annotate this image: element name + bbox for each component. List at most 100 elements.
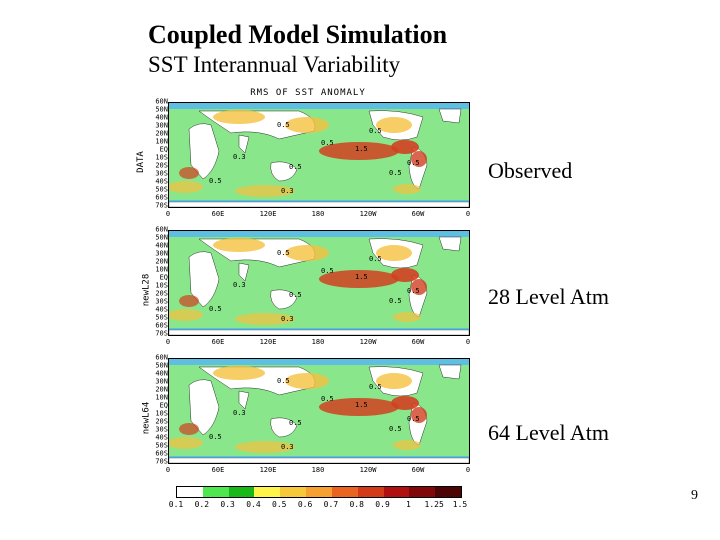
ytick: 40S [155,307,168,314]
svg-text:0.5: 0.5 [277,249,290,257]
svg-text:0.5: 0.5 [389,297,402,305]
colorbar-segment [254,487,280,497]
colorbar-label: 1 [406,500,411,509]
svg-text:0.5: 0.5 [209,305,222,313]
ytick: 60N [155,355,168,362]
xtick: 0 [166,210,170,218]
xtick: 60E [212,210,225,218]
colorbar-segment [409,487,435,497]
ytick: 70S [155,203,168,210]
svg-text:0.5: 0.5 [407,159,420,167]
xtick: 60E [212,466,225,474]
xtick: 120E [260,210,277,218]
svg-text:0.5: 0.5 [289,419,302,427]
ytick: 70S [155,459,168,466]
ytick: 20N [155,259,168,266]
colorbar-label: 0.8 [349,500,363,509]
ytick: 10N [155,395,168,402]
ytick: 10S [155,411,168,418]
main-title: Coupled Model Simulation [148,20,447,50]
xtick-labels: 060E120E180120W60W0 [168,338,468,348]
colorbar-segment [384,487,410,497]
ytick-labels: 60N50N40N30N20N10NEQ10S20S30S40S50S60S70… [150,358,168,462]
ytick: 50S [155,443,168,450]
label-64: 64 Level Atm [488,420,609,446]
svg-text:0.5: 0.5 [369,255,382,263]
colorbar-label: 0.7 [324,500,338,509]
ytick: EQ [160,275,168,282]
colorbar-label: 0.9 [375,500,389,509]
chart-title: RMS OF SST ANOMALY [148,88,468,98]
colorbar-segment [306,487,332,497]
svg-text:0.3: 0.3 [281,187,294,195]
panel-ylabel: DATA [136,151,146,173]
svg-text:0.5: 0.5 [321,139,334,147]
xtick: 120W [360,338,377,346]
xtick: 60W [412,210,425,218]
ytick: 40N [155,243,168,250]
svg-text:0.5: 0.5 [209,177,222,185]
xtick: 60W [412,338,425,346]
svg-text:0.5: 0.5 [289,291,302,299]
svg-text:0.5: 0.5 [389,169,402,177]
colorbar-label: 0.6 [298,500,312,509]
label-observed: Observed [488,158,572,184]
ytick: 60N [155,227,168,234]
ytick: 10N [155,267,168,274]
ytick: 50N [155,235,168,242]
xtick: 180 [312,466,325,474]
colorbar-segment [332,487,358,497]
xtick-labels: 060E120E180120W60W0 [168,210,468,220]
svg-text:0.5: 0.5 [369,127,382,135]
ytick: 60S [155,451,168,458]
colorbar-label: 0.1 [169,500,183,509]
xtick: 120E [260,338,277,346]
page-number: 9 [691,488,698,504]
svg-text:0.5: 0.5 [369,383,382,391]
panel-2: newL6460N50N40N30N20N10NEQ10S20S30S40S50… [148,358,468,478]
figure-area: RMS OF SST ANOMALY DATA60N50N40N30N20N10… [148,88,468,514]
ytick: 50S [155,315,168,322]
panel-1: newL2860N50N40N30N20N10NEQ10S20S30S40S50… [148,230,468,350]
ytick: 40S [155,435,168,442]
ytick: 60S [155,323,168,330]
ytick: 60S [155,195,168,202]
panel-0: DATA60N50N40N30N20N10NEQ10S20S30S40S50S6… [148,102,468,222]
colorbar-segment [280,487,306,497]
xtick: 0 [166,338,170,346]
label-28: 28 Level Atm [488,284,609,310]
ytick: 10S [155,155,168,162]
xtick: 120W [360,210,377,218]
svg-text:0.5: 0.5 [277,377,290,385]
colorbar-segment [203,487,229,497]
svg-text:1.5: 1.5 [355,145,368,153]
svg-text:0.3: 0.3 [233,153,246,161]
svg-text:0.3: 0.3 [281,443,294,451]
xtick: 60W [412,466,425,474]
ytick: 40N [155,371,168,378]
ytick: 60N [155,99,168,106]
colorbar-segment [435,487,461,497]
ytick: 30N [155,251,168,258]
colorbar-segment [229,487,255,497]
svg-text:0.3: 0.3 [233,409,246,417]
svg-text:0.3: 0.3 [233,281,246,289]
colorbar: 0.10.20.30.40.50.60.70.80.911.251.5 [176,486,460,514]
subtitle: SST Interannual Variability [148,52,447,78]
xtick: 120W [360,466,377,474]
colorbar-segment [177,487,203,497]
colorbar-segment [358,487,384,497]
xtick-labels: 060E120E180120W60W0 [168,466,468,476]
ytick: 30S [155,427,168,434]
colorbar-label: 1.5 [453,500,467,509]
svg-text:0.5: 0.5 [407,415,420,423]
map-plot: 0.5 0.5 0.5 1.5 0.3 0.5 0.5 0.5 0.3 0.5 [168,358,470,464]
svg-text:0.5: 0.5 [389,425,402,433]
map-plot: 0.5 0.5 0.5 1.5 0.3 0.5 0.5 0.5 0.3 0.5 [168,230,470,336]
svg-text:0.3: 0.3 [281,315,294,323]
ytick: 70S [155,331,168,338]
ytick: 50S [155,187,168,194]
ytick: 50N [155,107,168,114]
map-plot: 0.5 0.5 0.5 1.5 0.3 0.5 0.5 0.5 0.3 0.5 [168,102,470,208]
ytick: 20S [155,291,168,298]
